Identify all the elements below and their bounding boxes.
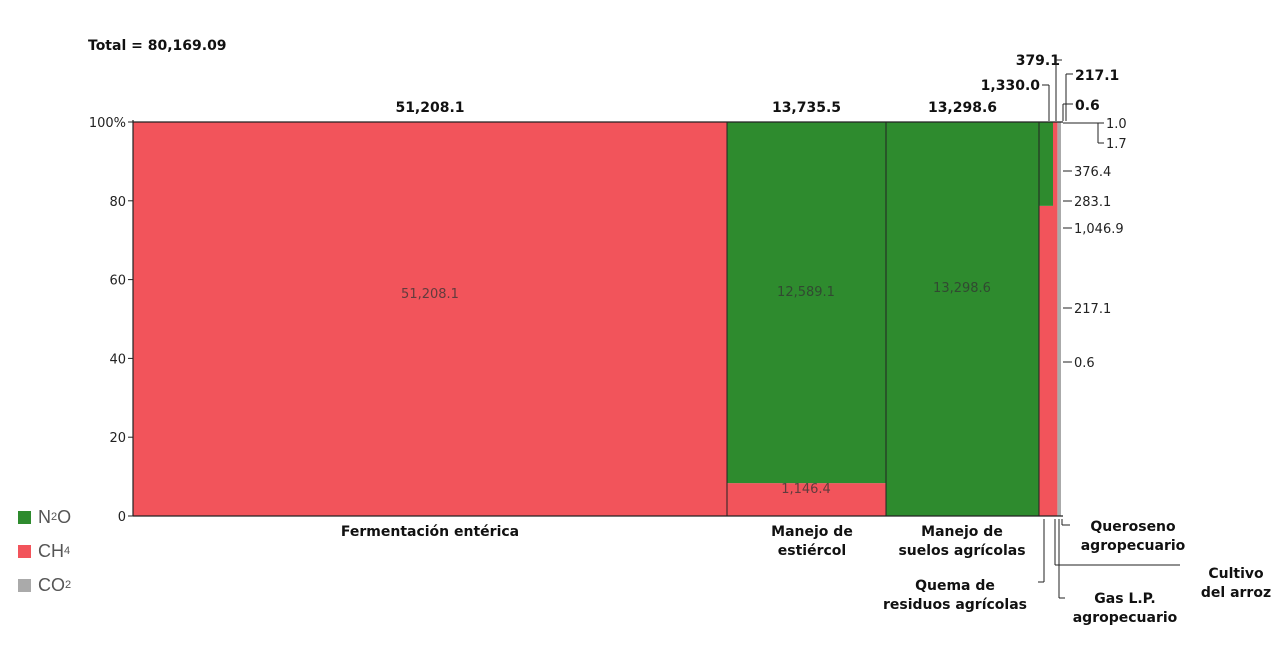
inbar-label-fermentacion: 51,208.1 — [401, 287, 459, 302]
y-tick-label-0: 0 — [118, 510, 126, 525]
total-label-queroseno: 0.6 — [1075, 98, 1100, 114]
total-label-0: 51,208.1 — [395, 100, 464, 116]
x-label-cultivo-line-1: del arroz — [1201, 585, 1271, 601]
total-label-cultivo: 379.1 — [1016, 53, 1060, 69]
bar-4-ch4 — [1053, 122, 1058, 516]
total-label-quema: 1,330.0 — [981, 78, 1041, 94]
segment-label-0: 1.0 — [1106, 117, 1127, 132]
bar-2-n2o — [886, 122, 1039, 516]
legend-swatch-ch4 — [18, 544, 31, 558]
segment-label-4: 1,046.9 — [1074, 222, 1124, 237]
bar-1-n2o — [727, 122, 886, 484]
bar-5-co2 — [1057, 122, 1060, 516]
x-label-estiercol-line-1: estiércol — [778, 543, 846, 559]
segment-label-6: 0.6 — [1074, 356, 1095, 371]
total-label-1: 13,735.5 — [772, 100, 841, 116]
segment-label-2: 376.4 — [1074, 165, 1111, 180]
chart-title: Total = 80,169.09 — [88, 38, 227, 54]
x-label-suelos-line-0: Manejo de — [921, 524, 1003, 540]
x-label-cultivo-line-0: Cultivo — [1208, 566, 1264, 582]
inbar-label-suelos: 13,298.6 — [933, 281, 991, 296]
segment-label-3: 283.1 — [1074, 195, 1111, 210]
bar-0-ch4 — [133, 122, 727, 516]
legend-item-ch4: CH 4 — [18, 534, 71, 568]
total-label-2: 13,298.6 — [928, 100, 997, 116]
segment-label-5: 217.1 — [1074, 302, 1111, 317]
legend-item-co2: CO 2 — [18, 568, 71, 602]
y-tick-label-60: 60 — [109, 274, 126, 289]
inbar-label-estiercol-ch4: 1,146.4 — [781, 482, 831, 497]
bar-1-ch4 — [727, 483, 886, 516]
x-label-queroseno-line-1: agropecuario — [1081, 538, 1186, 554]
x-label-quema-line-0: Quema de — [915, 578, 995, 594]
x-label-suelos-line-1: suelos agrícolas — [898, 543, 1025, 559]
legend-swatch-co2 — [18, 578, 31, 592]
y-tick-label-40: 40 — [109, 352, 126, 367]
y-tick-label-80: 80 — [109, 195, 126, 210]
x-label-quema-line-1: residuos agrícolas — [883, 597, 1027, 613]
bar-6-co2 — [1060, 122, 1061, 516]
y-tick-label-100: 100% — [89, 116, 126, 131]
inbar-label-estiercol-n2o: 12,589.1 — [777, 285, 835, 300]
x-label-queroseno-line-0: Queroseno — [1090, 519, 1176, 535]
x-label-gaslp-line-1: agropecuario — [1073, 610, 1178, 626]
segment-label-1: 1.7 — [1106, 137, 1127, 152]
bar-3-ch4 — [1039, 205, 1053, 516]
total-label-gaslp: 217.1 — [1075, 68, 1119, 84]
y-tick-label-20: 20 — [109, 431, 126, 446]
legend-swatch-n2o — [18, 510, 31, 524]
x-label-fermentacion-line-0: Fermentación entérica — [341, 524, 519, 540]
x-label-gaslp-line-0: Gas L.P. — [1094, 591, 1155, 607]
bar-3-n2o — [1039, 122, 1053, 206]
x-label-estiercol-line-0: Manejo de — [771, 524, 853, 540]
